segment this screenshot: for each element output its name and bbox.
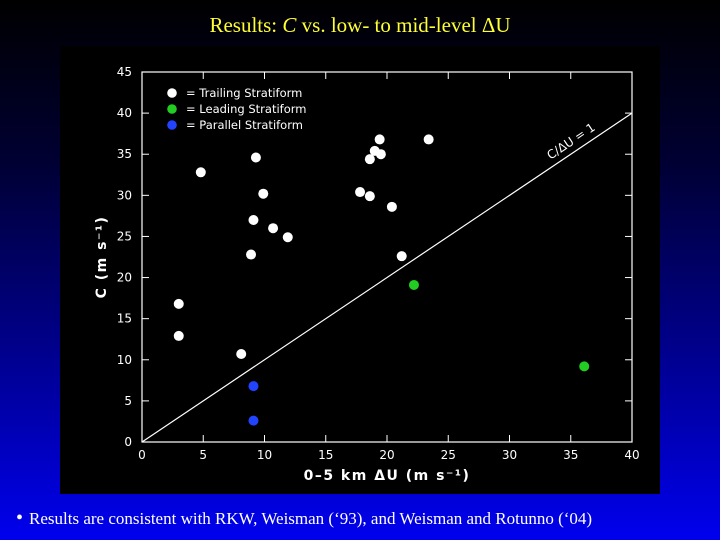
title-suffix: vs. low- to mid-level ΔU [296,13,511,37]
y-tick-label: 40 [117,106,132,120]
y-tick-label: 0 [124,435,132,449]
data-point [282,232,293,243]
data-point [173,298,184,309]
chart-panel: 0 5 10 15 20 25 30 35 40 0 5 10 15 20 25 30 35 40 45 0–5 km… [60,46,660,494]
y-tick-label: 5 [124,394,132,408]
legend-marker [167,88,177,98]
title-italic-variable: C [282,13,297,37]
data-point [386,201,397,212]
bullet-text: Results are consistent with RKW, Weisman… [29,509,593,528]
data-point [364,154,375,165]
data-point [195,167,206,178]
x-axis-label: 0–5 km ΔU (m s⁻¹) [304,468,471,484]
legend-marker [167,120,177,130]
x-tick-label: 0 [138,448,146,462]
data-point [268,223,279,234]
legend-entry: = Parallel Stratiform [186,118,303,132]
scatter-chart: 0 5 10 15 20 25 30 35 40 0 5 10 15 20 25 30 35 40 45 0–5 km… [94,65,640,484]
data-point [374,134,385,145]
title-prefix: Results: [209,13,283,37]
x-tick-label: 10 [257,448,272,462]
data-point [396,251,407,262]
data-point [423,134,434,145]
x-tick-label: 20 [379,448,394,462]
x-tick-label: 15 [318,448,333,462]
bullet-point: • Results are consistent with RKW, Weisma… [16,507,716,530]
ratio-one-line [141,112,633,443]
data-point [250,152,261,163]
x-tick-label: 30 [502,448,517,462]
data-point [173,330,184,341]
data-point [364,191,375,202]
data-point [246,249,257,260]
data-point [258,188,269,199]
data-point [236,349,247,360]
y-tick-label: 45 [117,65,132,79]
legend-entry: = Leading Stratiform [186,102,306,116]
legend-marker [167,104,177,114]
x-tick-label: 35 [563,448,578,462]
x-tick-label: 25 [441,448,456,462]
bullet-symbol: • [16,507,24,529]
y-tick-label: 15 [117,312,132,326]
y-axis-label: C (m s⁻¹) [94,216,110,299]
data-point [408,279,419,290]
data-point [248,381,259,392]
data-point [355,187,366,198]
y-tick-label: 10 [117,353,132,367]
x-tick-label: 40 [624,448,639,462]
data-point [375,149,386,160]
slide-title: Results: C vs. low- to mid-level ΔU [0,13,720,38]
y-tick-label: 30 [117,188,132,202]
data-point [248,215,259,225]
x-tick-label: 5 [199,448,207,462]
data-point [248,415,259,426]
y-tick-label: 35 [117,147,132,161]
data-point [579,361,590,372]
y-tick-label: 20 [117,271,132,285]
legend-entry: = Trailing Stratiform [186,86,302,100]
y-tick-label: 25 [117,229,132,243]
